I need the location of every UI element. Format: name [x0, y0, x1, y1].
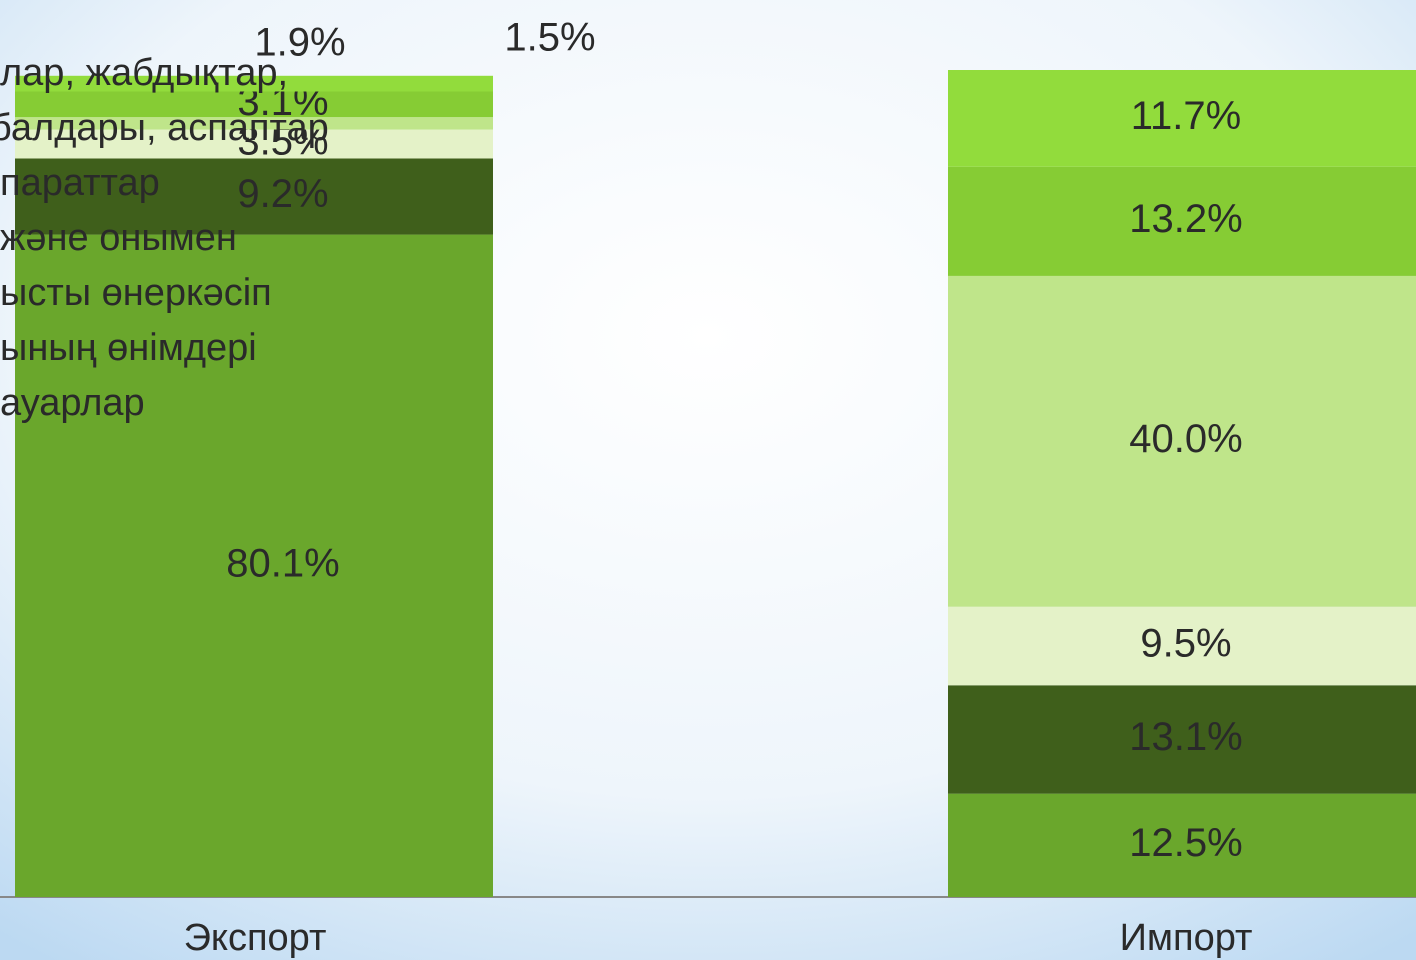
bar-segment: [15, 129, 493, 159]
bar-segment: [948, 685, 1416, 794]
bar-segment: [15, 75, 493, 92]
legend-fragment: ысты өнеркәсіп: [0, 272, 272, 314]
bar-segment: [15, 234, 493, 897]
bar-segment: [15, 117, 493, 130]
bar-segment: [948, 275, 1416, 607]
bar-segment: [948, 793, 1416, 897]
x-tick-label: Импорт: [1120, 917, 1253, 959]
x-tick-label: Экспорт: [184, 917, 327, 959]
legend-fragment: параттар: [0, 162, 160, 204]
legend-fragment: балдары, аспаптар: [0, 107, 329, 149]
data-label: 9.2%: [237, 172, 328, 216]
data-label: 1.9%: [254, 21, 345, 65]
data-label: 13.2%: [1129, 197, 1242, 241]
data-label: 40.0%: [1129, 417, 1242, 461]
bar-segment: [948, 166, 1416, 276]
bar-segment: [948, 606, 1416, 686]
bar-segment: [15, 91, 493, 118]
legend-fragment: лар, жабдықтар,: [0, 52, 288, 94]
data-label: 13.1%: [1129, 715, 1242, 759]
data-label: 12.5%: [1129, 821, 1242, 865]
data-label: 11.7%: [1131, 94, 1241, 138]
bar-segment: [948, 70, 1416, 167]
data-label: 80.1%: [226, 541, 339, 585]
bar-segment: [15, 158, 493, 235]
legend-fragment: ауарлар: [0, 382, 145, 424]
data-label: 1.5%: [504, 16, 595, 60]
legend-fragment: ының өнімдері: [0, 327, 257, 369]
data-label: 9.5%: [1140, 622, 1231, 666]
legend-fragment: және онымен: [0, 217, 237, 259]
